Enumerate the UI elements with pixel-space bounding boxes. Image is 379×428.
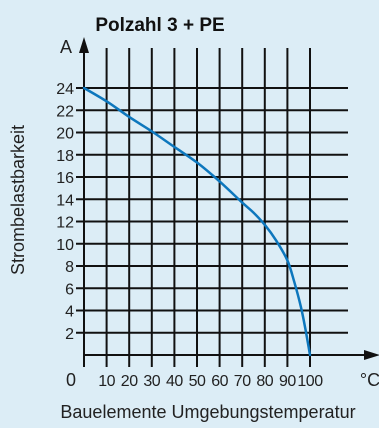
axes <box>79 37 379 367</box>
y-tick-label-22: 22 <box>56 103 74 120</box>
series-layer <box>82 86 312 357</box>
y-tick-label-14: 14 <box>56 192 74 209</box>
chart-title: Polzahl 3 + PE <box>95 15 224 36</box>
y-tick-label-12: 12 <box>56 215 74 232</box>
x-axis-unit: °C <box>360 370 379 390</box>
x-tick-label-10: 10 <box>98 373 115 390</box>
x-tick-label-90: 90 <box>279 373 296 390</box>
x-tick-label-60: 60 <box>211 373 228 390</box>
y-tick-label-4: 4 <box>65 304 74 321</box>
y-tick-label-20: 20 <box>56 126 74 143</box>
x-tick-label-80: 80 <box>256 373 273 390</box>
x-tick-label-40: 40 <box>166 373 183 390</box>
x-tick-label-70: 70 <box>234 373 251 390</box>
grid <box>76 48 348 367</box>
y-tick-label-24: 24 <box>56 81 74 98</box>
series-line-0 <box>82 86 312 357</box>
labels: Polzahl 3 + PE A °C 0 Bauelemente Umgebu… <box>8 15 379 422</box>
x-axis-arrow <box>364 350 379 360</box>
y-tick-label-8: 8 <box>65 259 74 276</box>
y-tick-label-18: 18 <box>56 148 74 165</box>
x-axis-label: Bauelemente Umgebungstemperatur <box>60 402 355 422</box>
x-tick-label-100: 100 <box>297 373 323 390</box>
y-tick-label-10: 10 <box>56 237 74 254</box>
x-origin-label: 0 <box>66 370 76 390</box>
x-tick-label-50: 50 <box>189 373 206 390</box>
y-tick-label-16: 16 <box>56 170 74 187</box>
y-axis-unit: A <box>60 37 72 57</box>
x-tick-label-30: 30 <box>143 373 160 390</box>
y-tick-label-6: 6 <box>65 281 74 298</box>
y-axis-arrow <box>79 37 89 53</box>
x-tick-label-20: 20 <box>121 373 138 390</box>
y-tick-label-2: 2 <box>65 326 74 343</box>
y-axis-label: Strombelastbarkeit <box>8 125 28 275</box>
